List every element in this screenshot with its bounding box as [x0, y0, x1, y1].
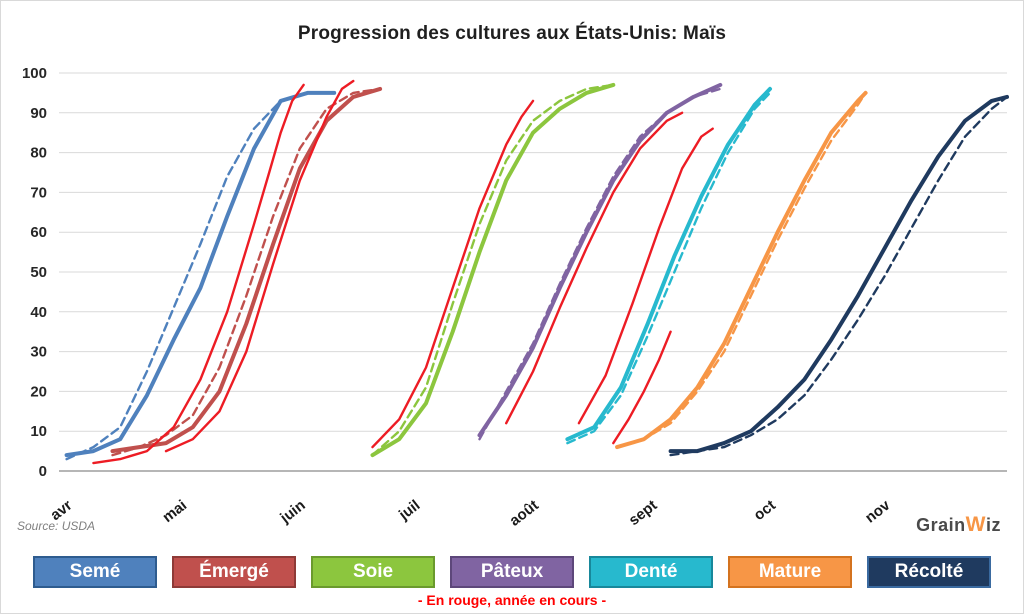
legend-item-seme: Semé [33, 556, 157, 588]
y-tick-label-40: 40 [30, 304, 47, 321]
series-seme-solid [64, 90, 337, 458]
series-soie-dashed-average [371, 83, 615, 457]
legend-item-recolte: Récolté [867, 556, 991, 588]
series-dente-dashed-average [566, 91, 772, 445]
series-seme-dashed-average [65, 91, 336, 461]
y-tick-label-50: 50 [30, 264, 47, 281]
y-tick-label-80: 80 [30, 145, 47, 162]
series-soie-solid [370, 82, 616, 458]
series-soie-current-year [371, 99, 535, 449]
legend-item-mature: Mature [728, 556, 852, 588]
grainwiz-logo: GrainWiz [916, 513, 1001, 537]
series-emerge-dashed-average [111, 87, 382, 457]
x-tick-label-juil: juil [395, 497, 423, 524]
x-tick-label-juin: juin [276, 497, 308, 527]
source-credit: Source: USDA [17, 519, 96, 533]
legend-item-emerge: Émergé [172, 556, 296, 588]
legend-item-soie: Soie [311, 556, 435, 588]
legend-label-dente: Denté [624, 561, 678, 582]
series-mature-dashed-average [615, 91, 867, 449]
series-seme-current-year [92, 83, 305, 465]
series-emerge-current-year [164, 79, 355, 453]
x-tick-label-oct: oct [751, 497, 779, 524]
legend-label-mature: Mature [758, 561, 822, 582]
grainwiz-logo-grain: Grain [916, 515, 966, 535]
legend-label-soie: Soie [352, 561, 394, 582]
current-year-note: - En rouge, année en cours - [417, 592, 607, 608]
y-tick-label-20: 20 [30, 383, 47, 400]
legend-label-recolte: Récolté [894, 561, 964, 582]
y-tick-label-90: 90 [30, 105, 47, 122]
chart-title: Progression des cultures aux États-Unis:… [297, 23, 727, 44]
legend: Semé Émergé Soie Pâteux Denté Mature Récolté [1, 556, 1023, 588]
legend-label-seme: Semé [69, 561, 121, 582]
y-tick-label-70: 70 [30, 184, 47, 201]
series-emerge-solid [110, 86, 383, 454]
y-tick-label-10: 10 [30, 423, 47, 440]
series-recolte-solid [668, 94, 1009, 454]
series-pateux-solid [477, 82, 723, 438]
series-pateux-current-year [505, 111, 684, 425]
series-mature-current-year [612, 330, 672, 445]
x-tick-label-août: août [506, 497, 541, 530]
x-tick-label-mai: mai [159, 497, 190, 526]
x-tick-label-sept: sept [626, 497, 661, 529]
legend-item-pateux: Pâteux [450, 556, 574, 588]
legend-label-pateux: Pâteux [480, 561, 544, 582]
series-dente-current-year [577, 127, 714, 425]
grainwiz-logo-iz: iz [985, 515, 1001, 535]
series-recolte-dashed-average [669, 95, 1009, 457]
x-tick-label-nov: nov [862, 496, 894, 526]
y-tick-label-30: 30 [30, 344, 47, 361]
y-tick-label-0: 0 [39, 463, 47, 480]
series-dente-solid [565, 86, 772, 442]
legend-item-dente: Denté [589, 556, 713, 588]
series-mature-solid [615, 90, 868, 450]
y-tick-label-60: 60 [30, 224, 47, 241]
y-tick-label-100: 100 [22, 65, 47, 82]
grainwiz-logo-w: W [965, 513, 986, 536]
legend-label-emerge: Émergé [199, 561, 269, 582]
